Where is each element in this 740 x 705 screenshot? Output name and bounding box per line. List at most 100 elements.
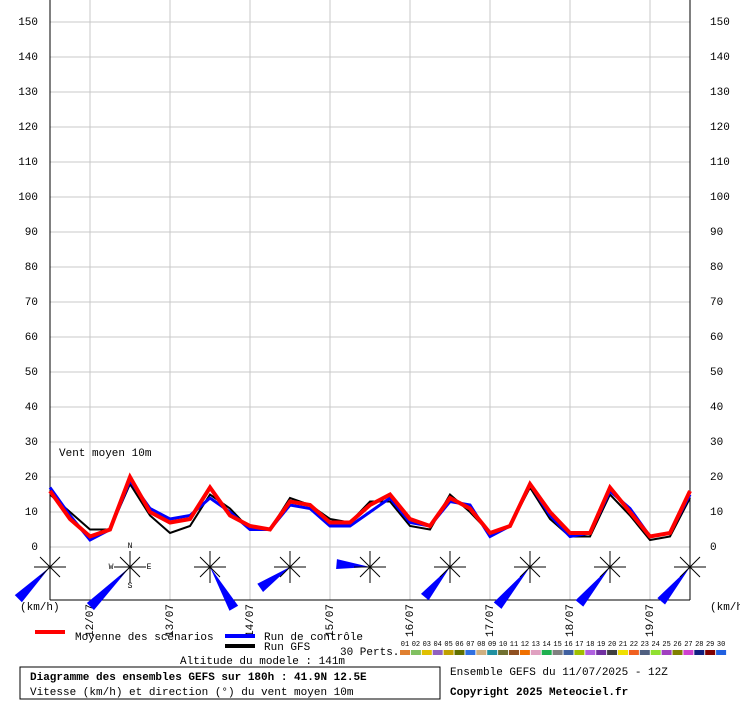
perturbations-label: 30 Perts. (340, 647, 399, 659)
footer-box (19, 666, 441, 700)
y-tick-label: 10 (25, 507, 38, 519)
pert-label: 16 (564, 641, 572, 649)
y-tick-label: 80 (710, 262, 723, 274)
compass (279, 556, 301, 578)
pert-swatch (585, 650, 596, 655)
y-tick-label: 50 (25, 367, 38, 379)
y-tick-label: 10 (710, 507, 723, 519)
wind-wedge (210, 567, 239, 611)
pert-label: 02 (412, 641, 420, 649)
y-tick-label: 120 (18, 122, 38, 134)
pert-label: 07 (466, 641, 474, 649)
y-tick-label: 0 (710, 542, 717, 554)
compass-label: E (147, 563, 152, 572)
pert-label: 09 (488, 641, 496, 649)
compass-label: W (109, 563, 114, 572)
pert-label: 29 (706, 641, 714, 649)
compass (119, 556, 141, 578)
compass-label: S (128, 582, 133, 591)
x-tick-label: 17/07 (485, 604, 497, 637)
compass (599, 556, 621, 578)
pert-swatch (596, 650, 607, 655)
pert-label: 03 (423, 641, 431, 649)
y-tick-label: 40 (710, 402, 723, 414)
compass (679, 556, 701, 578)
pert-label: 26 (673, 641, 681, 649)
y-tick-label: 150 (18, 17, 38, 29)
y-tick-label: 100 (710, 192, 730, 204)
compass (439, 556, 461, 578)
y-tick-label: 60 (25, 332, 38, 344)
compass (199, 556, 221, 578)
y-tick-label: 20 (25, 472, 38, 484)
compass (39, 556, 61, 578)
series-line (49, 481, 691, 542)
compass (519, 556, 541, 578)
pert-swatch (400, 650, 410, 655)
pert-swatch (476, 650, 487, 655)
legend-label: Moyenne des scénarios (75, 632, 214, 644)
pert-label: 20 (608, 641, 616, 649)
y-tick-label: 0 (31, 542, 38, 554)
y-tick-label: 130 (710, 87, 730, 99)
pert-swatch (563, 650, 574, 655)
pert-label: 18 (586, 641, 594, 649)
pert-swatch (639, 650, 650, 655)
pert-swatch (443, 650, 454, 655)
pert-swatch (618, 650, 628, 655)
x-tick-label: 18/07 (565, 604, 577, 637)
pert-label: 24 (651, 641, 659, 649)
pert-swatch (541, 650, 552, 655)
run-info: Ensemble GEFS du 11/07/2025 - 12Z (450, 667, 668, 679)
y-tick-label: 70 (710, 297, 723, 309)
y-tick-label: 120 (710, 122, 730, 134)
pert-label: 01 (401, 641, 409, 649)
pert-swatch (672, 650, 683, 655)
pert-label: 22 (630, 641, 638, 649)
pert-label: 12 (521, 641, 529, 649)
wind-wedge (420, 567, 450, 601)
wind-wedge (493, 567, 530, 609)
series-line (48, 472, 692, 539)
pert-swatch (498, 650, 509, 655)
y-tick-label: 80 (25, 262, 38, 274)
x-tick-label: 16/07 (405, 604, 417, 637)
pert-swatch (519, 650, 530, 655)
y-tick-label: 30 (710, 437, 723, 449)
y-tick-label: 30 (25, 437, 38, 449)
y-tick-label: 130 (18, 87, 38, 99)
compass (359, 556, 381, 578)
pert-swatch (421, 650, 432, 655)
pert-label: 14 (542, 641, 550, 649)
y-unit: (km/h) (20, 602, 60, 614)
pert-swatch (432, 650, 443, 655)
pert-label: 11 (510, 641, 518, 649)
pert-swatch (683, 650, 694, 655)
x-tick-label: 13/07 (165, 604, 177, 637)
pert-label: 13 (532, 641, 540, 649)
pert-label: 04 (433, 641, 441, 649)
pert-swatch (650, 650, 661, 655)
pert-label: 21 (619, 641, 627, 649)
x-tick-label: 12/07 (85, 604, 97, 637)
y-tick-label: 20 (710, 472, 723, 484)
y-tick-label: 140 (18, 52, 38, 64)
pert-label: 08 (477, 641, 485, 649)
y-tick-label: 90 (25, 227, 38, 239)
pert-swatch (487, 650, 498, 655)
footer-title: Diagramme des ensembles GEFS sur 180h : … (30, 672, 367, 684)
y-tick-label: 140 (710, 52, 730, 64)
y-tick-label: 100 (18, 192, 38, 204)
wind-wedge (86, 567, 130, 611)
pert-swatch (607, 650, 618, 655)
legend-label: Run de contrôle (264, 632, 363, 644)
pert-label: 19 (597, 641, 605, 649)
pert-swatch (530, 650, 541, 655)
wind-wedge (575, 567, 610, 607)
y-unit: (km/h) (710, 602, 740, 614)
pert-label: 17 (575, 641, 583, 649)
pert-swatch (465, 650, 476, 655)
pert-swatch (574, 650, 585, 655)
x-tick-label: 15/07 (325, 604, 337, 637)
